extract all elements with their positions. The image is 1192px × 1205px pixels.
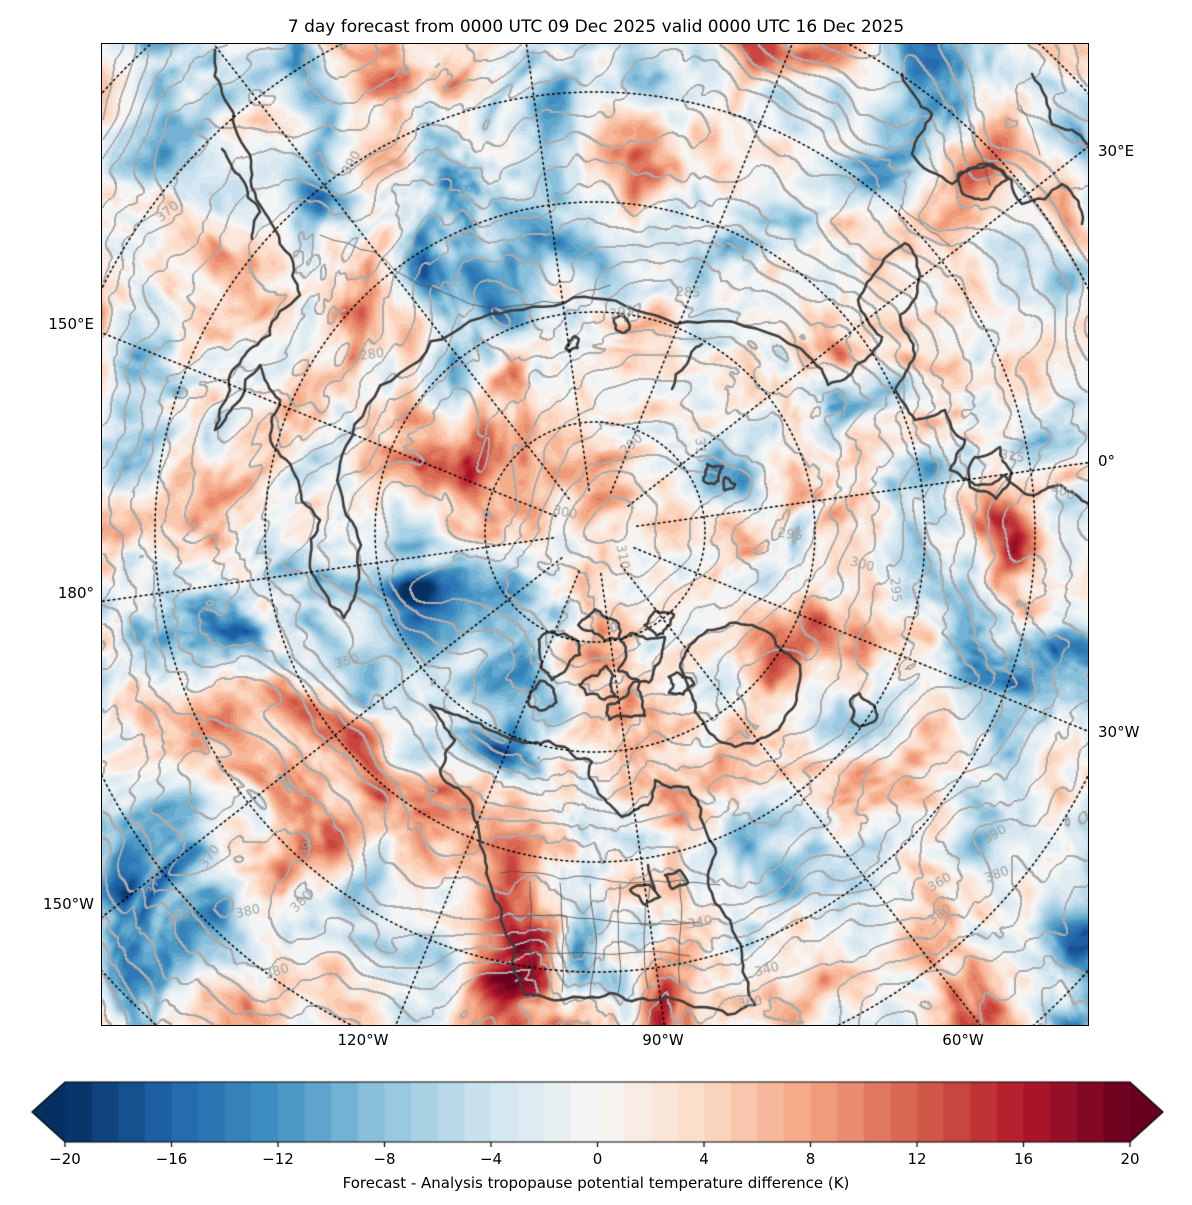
colorbar-tick-label: −12 [262,1150,294,1168]
lon-label-bottom: 90°W [642,1031,684,1049]
lon-label-left: 150°E [48,315,94,333]
colorbar-tick-label: 20 [1120,1150,1140,1168]
map-frame [101,43,1089,1026]
colorbar-canvas [26,1080,1166,1147]
lon-label-left: 150°W [43,895,94,913]
lon-label-bottom: 120°W [337,1031,389,1049]
colorbar-tick-label: 8 [805,1150,816,1168]
lon-label-bottom: 60°W [942,1031,984,1049]
figure-title: 7 day forecast from 0000 UTC 09 Dec 2025… [287,17,905,37]
colorbar-tick-label: 16 [1013,1150,1034,1168]
colorbar-tick-label: 4 [699,1150,709,1168]
colorbar-tick-label: −16 [155,1150,188,1168]
colorbar-tick-label: −8 [373,1150,396,1168]
colorbar-tick-label: −20 [49,1150,81,1168]
lon-label-right: 0° [1098,452,1116,470]
colorbar-tick-label: 12 [907,1150,927,1168]
colorbar-tick-label: 0 [592,1150,603,1168]
lon-label-left: 180° [57,584,94,602]
map-canvas [102,44,1088,1025]
lon-label-right: 30°W [1098,723,1140,741]
colorbar-tick-label: −4 [479,1150,503,1168]
lon-label-right: 30°E [1098,142,1135,160]
colorbar-label: Forecast - Analysis tropopause potential… [342,1174,850,1192]
